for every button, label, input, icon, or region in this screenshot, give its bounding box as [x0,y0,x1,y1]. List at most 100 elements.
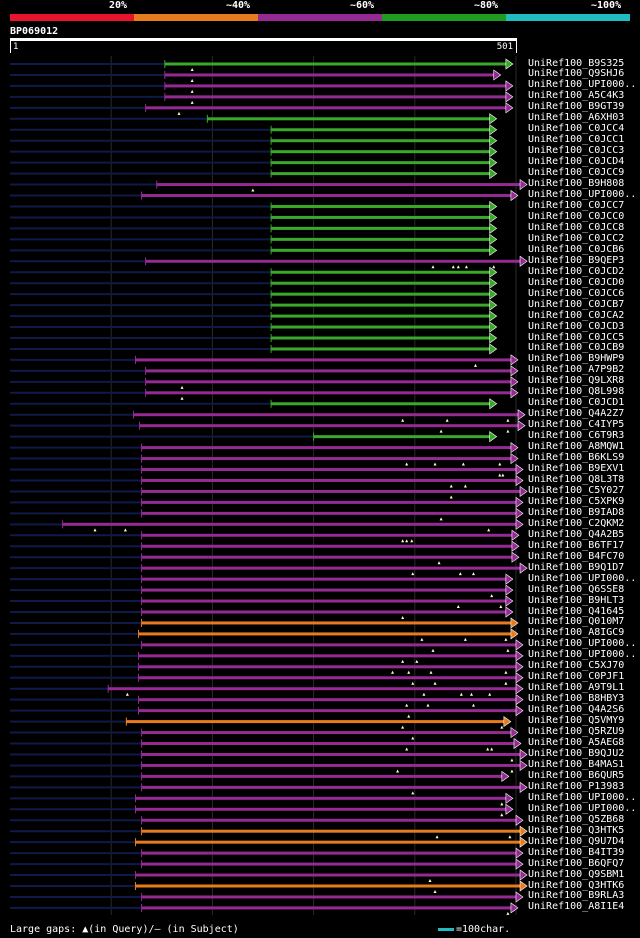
query-gap-marker [499,605,503,609]
hit-label[interactable]: UniRef100_A8MQW1 [528,441,625,453]
hit-label[interactable]: UniRef100_Q5ZB68 [528,813,625,825]
hit-alignment-bar [141,862,516,866]
hit-label[interactable]: UniRef100_C5Y027 [528,484,625,496]
hit-label[interactable]: UniRef100_B4FC70 [528,550,625,562]
hit-label[interactable]: UniRef100_Q4A2S6 [528,704,625,716]
hit-label[interactable]: UniRef100_C0JCC0 [528,210,625,222]
hit-label[interactable]: UniRef100_B9Q1D7 [528,561,625,573]
hit-label[interactable]: UniRef100_C0JCC2 [528,232,625,244]
hit-label[interactable]: UniRef100_B9GT39 [528,101,625,113]
hit-label[interactable]: UniRef100_Q9LXR8 [528,375,625,387]
hit-label[interactable]: UniRef100_C0JCC6 [528,287,625,299]
query-gap-marker [504,681,508,685]
hit-label[interactable]: UniRef100_C0JCD3 [528,320,625,332]
hit-label[interactable]: UniRef100_Q5RZU9 [528,726,625,738]
hit-alignment-bar [141,566,521,570]
hit-label[interactable]: UniRef100_UPI000.. [528,79,637,91]
query-gap-marker [433,462,437,466]
hit-alignment-bar [62,522,516,526]
hit-label[interactable]: UniRef100_C0JCD4 [528,156,625,168]
hit-label[interactable]: UniRef100_B6QFQ7 [528,857,625,869]
hit-label[interactable]: UniRef100_B9QEP3 [528,254,625,266]
hit-arrow-head [519,869,528,881]
query-gap-marker [422,692,426,696]
hit-label[interactable]: UniRef100_Q5VMY9 [528,715,625,727]
hit-label[interactable]: UniRef100_Q6SSE8 [528,583,625,595]
hit-label[interactable]: UniRef100_C0JCC5 [528,331,625,343]
hit-label[interactable]: UniRef100_P13983 [528,780,625,792]
hit-label[interactable]: UniRef100_B9QJU2 [528,747,625,759]
hit-label[interactable]: UniRef100_C5XPK9 [528,495,625,507]
hit-label[interactable]: UniRef100_Q010M7 [528,616,625,628]
hit-label[interactable]: UniRef100_A5AEG8 [528,737,625,749]
hit-label[interactable]: UniRef100_C0JCC3 [528,145,625,157]
hit-arrow-head [510,189,519,202]
query-ruler: 1 501 [10,41,517,53]
hit-label[interactable]: UniRef100_B9HWP9 [528,353,625,365]
hit-label[interactable]: UniRef100_Q8L3T8 [528,473,625,485]
hit-label[interactable]: UniRef100_C0JCC8 [528,221,625,233]
hit-label[interactable]: UniRef100_A5C4K3 [528,90,625,102]
hit-label[interactable]: UniRef100_UPI000.. [528,189,637,201]
hit-label[interactable]: UniRef100_Q9SBM1 [528,868,625,880]
hit-arrow-head [511,529,520,541]
hit-label[interactable]: UniRef100_C0JCC1 [528,134,625,146]
hit-label[interactable]: UniRef100_UPI000.. [528,649,637,661]
hit-label[interactable]: UniRef100_UPI000.. [528,802,637,814]
hit-label[interactable]: UniRef100_B9RLA3 [528,890,625,902]
hit-label[interactable]: UniRef100_A8I1E4 [528,901,625,913]
hit-label[interactable]: UniRef100_Q8L998 [528,386,625,398]
hit-label[interactable]: UniRef100_B8HBY3 [528,693,625,705]
hit-label[interactable]: UniRef100_B9EXV1 [528,463,625,475]
hit-label[interactable]: UniRef100_Q9U7D4 [528,835,625,847]
hit-label[interactable]: UniRef100_B9S325 [528,57,625,69]
hit-label[interactable]: UniRef100_C0JCB6 [528,243,625,255]
hit-label[interactable]: UniRef100_Q41645 [528,605,625,617]
hit-label[interactable]: UniRef100_C6T9R3 [528,430,625,442]
hit-label[interactable]: UniRef100_A8IGC9 [528,627,625,639]
hit-label[interactable]: UniRef100_C0PJF1 [528,671,625,683]
hit-label[interactable]: UniRef100_A7P9B2 [528,364,625,376]
hit-arrow-head [505,102,514,114]
hit-label[interactable]: UniRef100_C0JCD2 [528,265,625,277]
hit-arrow-head [510,365,519,377]
hit-label[interactable]: UniRef100_B6QUR5 [528,769,625,781]
hit-label[interactable]: UniRef100_B4IT39 [528,846,625,858]
query-gap-marker [190,100,194,104]
hit-label[interactable]: UniRef100_B6TF17 [528,539,625,551]
hit-label[interactable]: UniRef100_C0JCC4 [528,123,625,135]
hit-label[interactable]: UniRef100_UPI000.. [528,572,637,584]
hit-label[interactable]: UniRef100_Q9SHJ6 [528,68,625,80]
hit-label[interactable]: UniRef100_A6XH03 [528,112,625,124]
hit-label[interactable]: UniRef100_Q4A2B5 [528,528,625,540]
hit-label[interactable]: UniRef100_Q4A2Z7 [528,408,625,420]
hit-label[interactable]: UniRef100_B9HLT3 [528,594,625,606]
hit-alignment-bar [135,840,521,844]
hit-label[interactable]: UniRef100_C4IYP5 [528,419,625,431]
hit-label[interactable]: UniRef100_C5XJ70 [528,660,625,672]
ruler-end-tick [516,41,517,53]
hit-label[interactable]: UniRef100_Q3HTK5 [528,824,625,836]
hit-label[interactable]: UniRef100_C0JCB7 [528,298,625,310]
hit-label[interactable]: UniRef100_B9IAD8 [528,506,625,518]
scale-segment [10,14,134,21]
hit-label[interactable]: UniRef100_C0JCA2 [528,309,625,321]
hit-label[interactable]: UniRef100_B9H808 [528,178,625,190]
hit-label[interactable]: UniRef100_C0JCD0 [528,276,625,288]
hit-label[interactable]: UniRef100_C0JCB9 [528,342,625,354]
query-gap-marker [439,429,443,433]
hit-arrow-head [515,496,524,508]
hit-label[interactable]: UniRef100_B6KLS9 [528,452,625,464]
hit-label[interactable]: UniRef100_C0JCC9 [528,167,625,179]
query-gap-marker [407,714,411,718]
hit-label[interactable]: UniRef100_UPI000.. [528,791,637,803]
hit-label[interactable]: UniRef100_C2QKM2 [528,517,625,529]
hit-alignment-bar [138,665,516,669]
hit-label[interactable]: UniRef100_A9T9L1 [528,682,625,694]
hit-arrow-head [515,672,524,684]
hit-label[interactable]: UniRef100_Q3HTK6 [528,879,625,891]
hit-label[interactable]: UniRef100_UPI000.. [528,638,637,650]
hit-label[interactable]: UniRef100_B4MAS1 [528,758,625,770]
hit-label[interactable]: UniRef100_C0JCD1 [528,397,625,409]
hit-label[interactable]: UniRef100_C0JCC7 [528,199,625,211]
